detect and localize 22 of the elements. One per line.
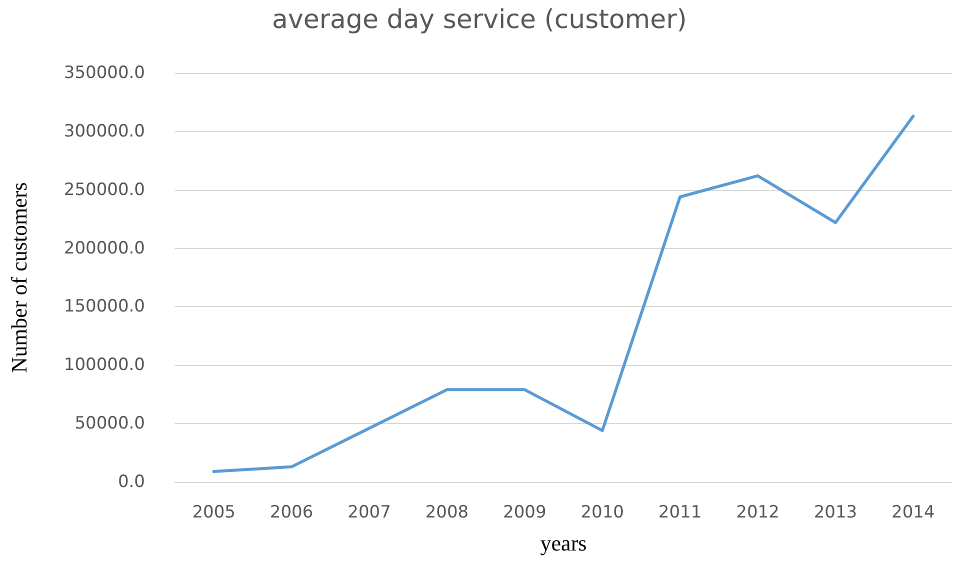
y-tick-label: 300000.0: [64, 121, 145, 142]
y-tick-label: 350000.0: [64, 63, 145, 83]
x-axis-title: years: [540, 530, 587, 556]
x-tick-label: 2012: [736, 502, 780, 522]
x-tick-label: 2014: [892, 502, 935, 522]
chart-title: average day service (customer): [272, 5, 687, 35]
y-tick-label: 0.0: [118, 472, 145, 492]
y-tick-label: 50000.0: [74, 414, 145, 434]
y-axis-title: Number of customers: [6, 182, 32, 373]
x-tick-label: 2007: [348, 502, 391, 522]
x-tick-label: 2009: [503, 502, 546, 522]
x-tick-label: 2006: [270, 502, 314, 522]
line-series: [212, 114, 915, 473]
x-tick-label: 2008: [425, 502, 469, 522]
y-tick-label: 100000.0: [64, 355, 145, 376]
y-tick-label: 200000.0: [64, 238, 145, 258]
x-tick-label: 2010: [580, 502, 624, 522]
y-tick-label: 250000.0: [64, 180, 145, 200]
x-tick-label: 2005: [192, 502, 236, 522]
x-tick-label: 2011: [658, 502, 702, 522]
x-tick-label: 2013: [814, 502, 858, 522]
y-tick-label: 150000.0: [64, 296, 145, 317]
